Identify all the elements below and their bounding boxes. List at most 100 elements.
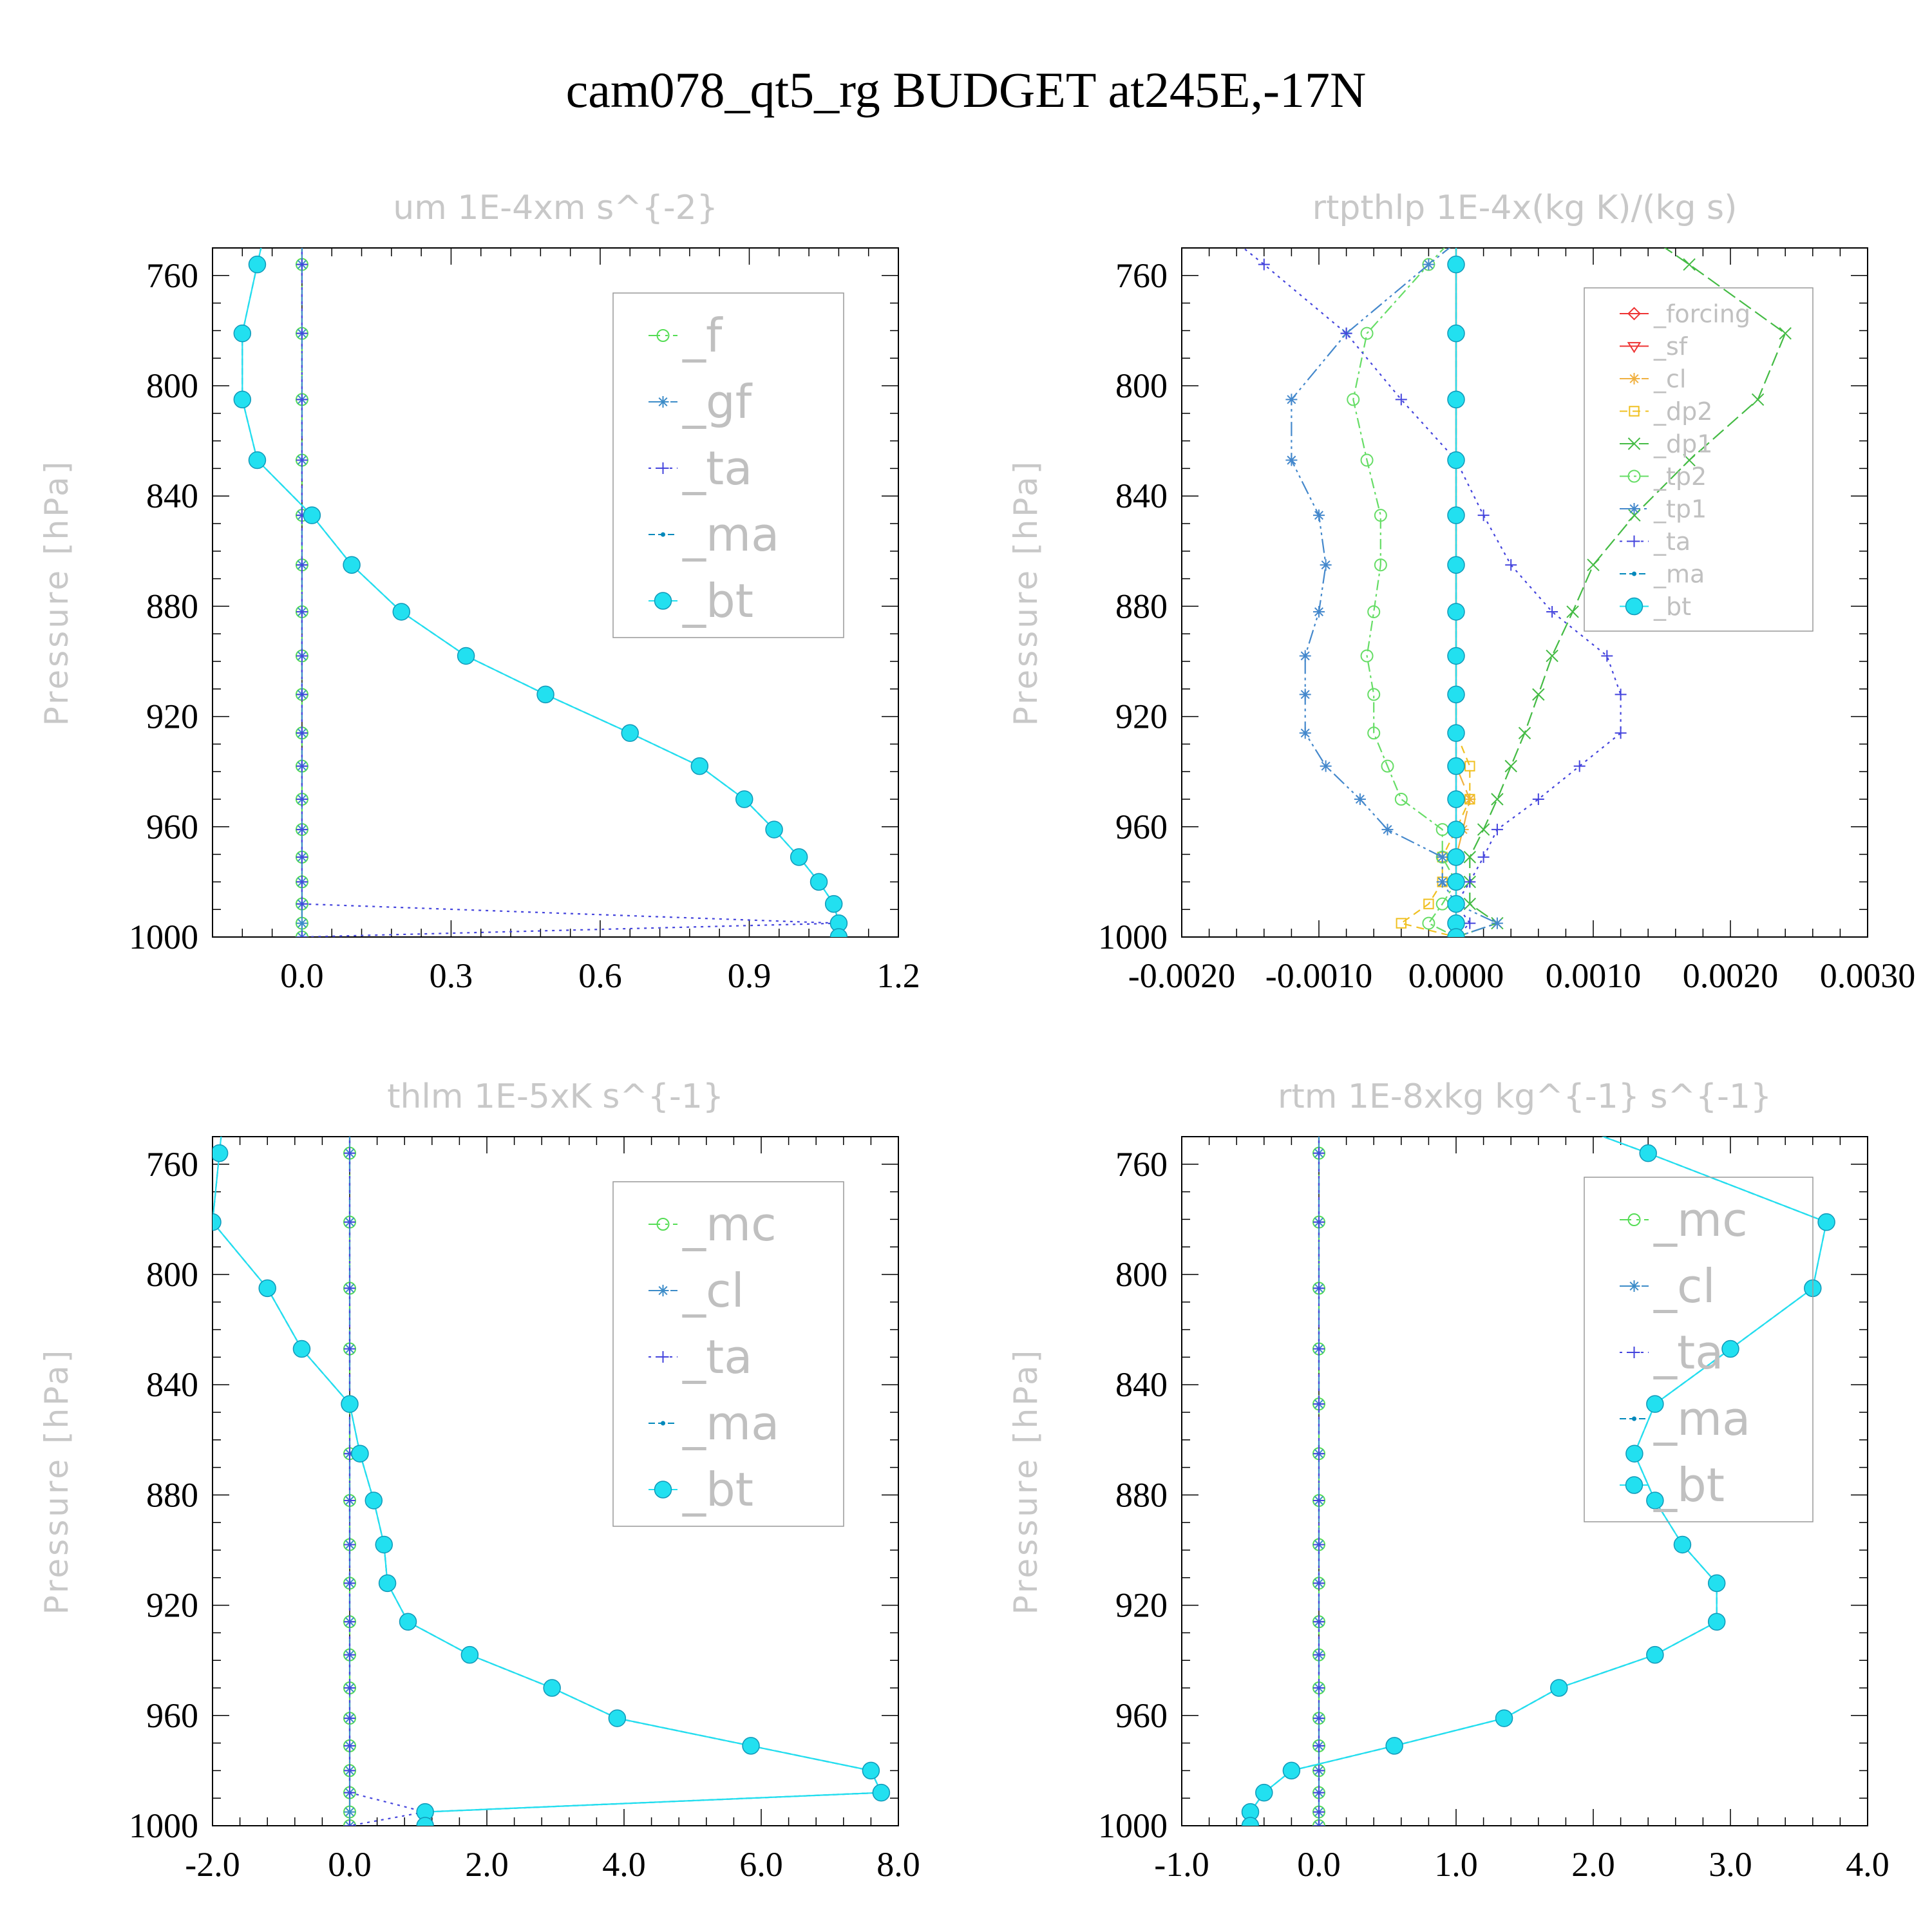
legend: _f _gf _ta _ma _bt — [612, 292, 844, 638]
data-point-ta — [1573, 760, 1586, 772]
subplot-title: rtm 1E-8xkg kg^{-1} s^{-1} — [1278, 1077, 1772, 1116]
data-point-ta — [296, 876, 308, 888]
data-point-tp2 — [1360, 453, 1374, 467]
data-point-tp1 — [1285, 393, 1298, 406]
x-tick-label: 0.0030 — [1820, 956, 1916, 995]
data-point-ta — [1313, 1649, 1325, 1661]
data-point-ta — [344, 1682, 355, 1694]
data-point-ta — [1395, 393, 1407, 406]
x-tick-label: 1.2 — [876, 956, 920, 995]
x-tick-label: 0.0 — [328, 1845, 372, 1884]
y-tick-label: 1000 — [129, 918, 198, 956]
x-tick-label: 4.0 — [602, 1845, 646, 1884]
data-point-ta — [1464, 876, 1476, 888]
series-line-bt — [213, 1137, 883, 1826]
y-tick-label: 920 — [146, 697, 198, 736]
x-tick-label: 0.9 — [728, 956, 772, 995]
x-tick-label: 2.0 — [465, 1845, 509, 1884]
x-tick-label: 1.0 — [1434, 1845, 1478, 1884]
data-point-ta — [1340, 327, 1352, 339]
legend-label: _cl — [682, 1264, 744, 1318]
legend-marker — [1628, 1280, 1640, 1292]
y-tick-label: 1000 — [129, 1806, 198, 1845]
subplot-2: rtpthlp 1E-4x(kg K)/(kg s) Pressure [hPa]… — [1007, 189, 1915, 995]
data-point-bt — [1673, 1535, 1692, 1554]
subplot-title: rtpthlp 1E-4x(kg K)/(kg s) — [1312, 189, 1738, 227]
data-point-ta — [296, 258, 308, 270]
data-point-bt — [457, 647, 475, 665]
y-tick-label: 880 — [1115, 587, 1168, 625]
data-point-ta — [344, 1282, 355, 1294]
data-point-dp1 — [1491, 793, 1504, 806]
data-point-dp2 — [1423, 898, 1434, 909]
subplot-title: thlm 1E-5xK s^{-1} — [387, 1077, 724, 1116]
data-point-bt — [392, 603, 411, 621]
y-tick-label: 880 — [146, 587, 198, 625]
data-point-bt — [829, 928, 848, 937]
y-tick-label: 840 — [1115, 477, 1168, 515]
data-point-tp2 — [1394, 793, 1408, 806]
legend-marker — [1628, 535, 1640, 547]
data-point-tp2 — [1367, 726, 1381, 740]
data-point-bt — [1447, 928, 1465, 937]
y-tick-label: 800 — [1115, 1255, 1168, 1294]
data-point-bt — [1550, 1679, 1568, 1697]
data-point-bt — [1447, 873, 1465, 891]
y-tick-label: 960 — [146, 1696, 198, 1735]
legend-marker — [657, 1351, 669, 1363]
data-point-bt — [213, 1213, 222, 1231]
data-point-dp1 — [1504, 759, 1517, 773]
y-axis-label: Pressure [hPa] — [38, 1348, 75, 1615]
data-point-tp1 — [1320, 760, 1332, 772]
data-point-dp1 — [1751, 393, 1765, 406]
data-point-bt — [248, 451, 267, 469]
data-point-ta — [296, 559, 308, 571]
data-point-gf — [296, 917, 308, 929]
legend-marker — [1632, 571, 1636, 576]
legend-label: _ta — [1653, 1325, 1723, 1379]
data-point-ta — [1313, 1343, 1325, 1355]
x-tick-label: -0.0010 — [1265, 956, 1372, 995]
legend-marker — [657, 1285, 669, 1296]
y-tick-label: 960 — [1115, 808, 1168, 846]
data-point-ta — [1313, 1739, 1325, 1752]
data-point-tp1 — [1313, 509, 1325, 522]
x-tick-label: 0.6 — [578, 956, 622, 995]
series-line-tp2 — [1352, 248, 1457, 937]
y-tick-label: 760 — [146, 1145, 198, 1184]
plot-frame — [1181, 1136, 1868, 1826]
data-point-bt — [862, 1761, 880, 1780]
data-point-bt — [1447, 820, 1465, 838]
data-point-tp2 — [1374, 509, 1387, 522]
legend-marker — [657, 396, 669, 408]
data-point-bt — [1646, 1395, 1664, 1413]
data-point-ta — [1313, 1786, 1325, 1799]
legend-label: _ma — [1653, 560, 1705, 588]
data-point-ta — [296, 851, 308, 863]
data-point-dp1 — [1566, 605, 1579, 618]
x-tick-label: 0.0010 — [1546, 956, 1642, 995]
data-point-bt — [343, 556, 361, 574]
data-point-tp1 — [1313, 605, 1325, 618]
data-point-ta — [1313, 1820, 1325, 1826]
x-tick-label: -0.0020 — [1128, 956, 1235, 995]
data-point-tp2 — [1367, 688, 1381, 701]
data-point-bt — [233, 390, 252, 409]
data-point-ta — [344, 1343, 355, 1355]
data-point-cl — [344, 1806, 355, 1818]
data-point-bt — [378, 1574, 397, 1593]
data-point-bt — [621, 724, 639, 743]
data-point-dp1 — [1683, 258, 1696, 271]
legend-box — [612, 1181, 844, 1527]
data-point-ta — [296, 650, 308, 662]
data-point-bt — [1447, 451, 1465, 469]
data-point-ta — [296, 454, 308, 466]
legend-marker — [654, 1481, 672, 1499]
data-point-bt — [1495, 1709, 1513, 1727]
data-point-tp2 — [1374, 558, 1387, 572]
data-point-dp1 — [1546, 649, 1558, 663]
data-point-bt — [233, 324, 252, 343]
data-point-ta — [344, 1147, 355, 1159]
data-point-ta — [344, 1616, 355, 1628]
data-point-ta — [344, 1539, 355, 1551]
